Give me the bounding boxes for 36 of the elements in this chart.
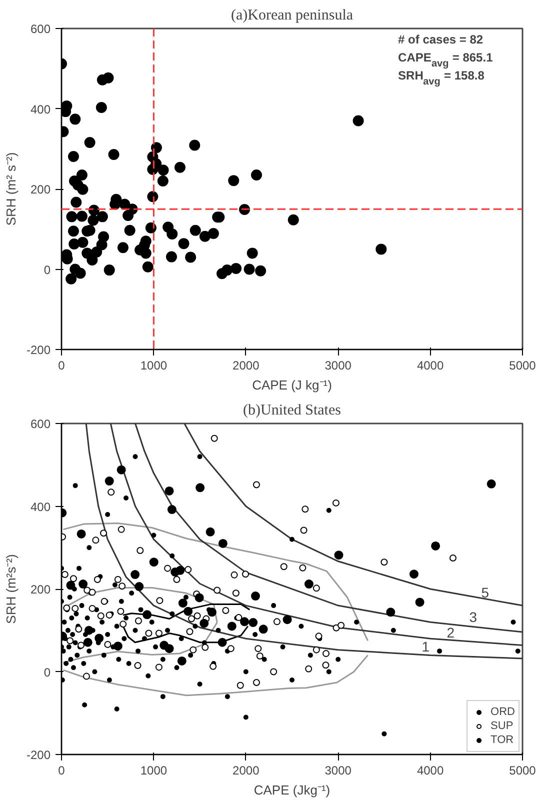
chart-title: (a)Korean peninsula: [230, 8, 354, 24]
x-tick-label: 1000: [140, 358, 168, 372]
x-tick-label: 1000: [140, 764, 168, 778]
y-tick-label: 0: [44, 665, 51, 680]
x-tick-label: 4000: [416, 358, 444, 372]
y-axis-title: SRH (m²s⁻²): [3, 554, 18, 624]
y-tick-label: 200: [30, 182, 51, 196]
x-tick-label: 5000: [509, 358, 536, 372]
annotation: 5: [481, 584, 490, 600]
annotation: 1: [422, 638, 430, 655]
annotation: 2: [446, 624, 455, 641]
x-tick-label: 2000: [232, 358, 260, 372]
y-tick-label: -200: [26, 748, 51, 762]
x-tick-label: 0: [58, 358, 66, 372]
x-tick-label: 3000: [324, 358, 352, 372]
legend-label: ORD: [490, 705, 515, 719]
y-axis-title: SRH (m² s⁻²): [3, 152, 18, 226]
annotation: # of cases = 82: [398, 32, 484, 47]
x-tick-label: 2000: [232, 764, 260, 778]
x-tick-label: 0: [58, 764, 66, 778]
x-tick-label: 3000: [324, 764, 352, 778]
y-tick-label: 600: [30, 22, 51, 36]
annotation: 3: [469, 608, 478, 625]
x-axis-title: CAPE (Jkg⁻¹): [254, 782, 330, 798]
legend-label: TOR: [490, 733, 514, 747]
y-tick-label: 0: [44, 262, 51, 277]
y-tick-label: 400: [30, 102, 51, 116]
x-tick-label: 4000: [416, 764, 444, 778]
y-tick-label: -200: [26, 343, 51, 357]
chart-title: (b)United States: [243, 402, 342, 418]
legend-label: SUP: [490, 719, 514, 733]
y-tick-label: 400: [30, 500, 51, 514]
x-axis-title: CAPE (J kg⁻¹): [252, 378, 332, 392]
x-tick-label: 5000: [509, 764, 536, 778]
y-tick-label: 600: [30, 417, 51, 431]
y-tick-label: 200: [30, 582, 51, 596]
